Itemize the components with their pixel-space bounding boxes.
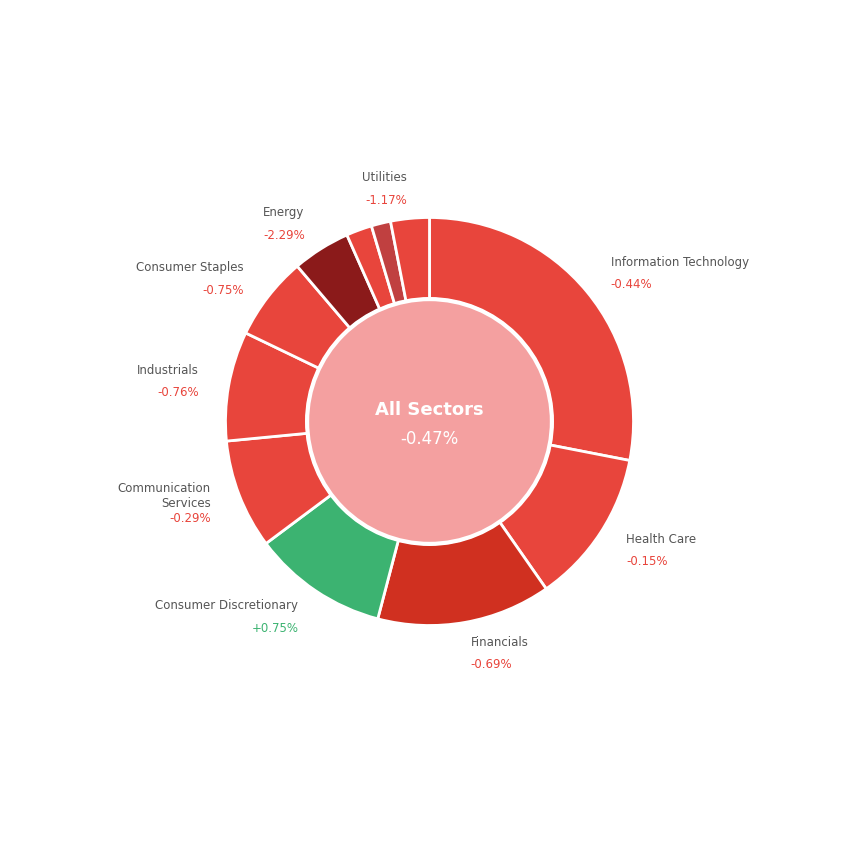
Text: Utilities: Utilities [362,171,407,184]
Text: -0.69%: -0.69% [471,657,512,670]
Wedge shape [347,227,394,311]
Wedge shape [246,267,350,369]
Text: +0.75%: +0.75% [252,621,298,634]
Text: -1.17%: -1.17% [365,193,407,207]
Text: Industrials: Industrials [137,363,198,376]
Text: -0.47%: -0.47% [400,430,459,447]
Text: Health Care: Health Care [626,532,697,545]
Wedge shape [266,495,399,619]
Text: -0.15%: -0.15% [626,555,667,567]
Wedge shape [371,222,406,305]
Wedge shape [297,235,380,329]
Wedge shape [226,333,320,441]
Wedge shape [378,522,546,625]
Text: -0.44%: -0.44% [611,278,652,290]
Text: Consumer Discretionary: Consumer Discretionary [155,598,298,612]
Wedge shape [227,434,332,544]
Text: -0.76%: -0.76% [157,386,198,398]
Circle shape [308,300,551,544]
Text: Communication
Services: Communication Services [118,481,210,509]
Text: Information Technology: Information Technology [611,255,749,268]
Text: -2.29%: -2.29% [263,228,305,241]
Text: Energy: Energy [264,206,305,219]
Wedge shape [430,219,633,461]
Text: All Sectors: All Sectors [375,401,484,419]
Text: -0.29%: -0.29% [169,511,210,524]
Wedge shape [391,219,430,302]
Text: Financials: Financials [471,635,528,648]
Wedge shape [500,446,630,589]
Text: Consumer Staples: Consumer Staples [136,261,244,274]
Text: -0.75%: -0.75% [202,284,244,296]
